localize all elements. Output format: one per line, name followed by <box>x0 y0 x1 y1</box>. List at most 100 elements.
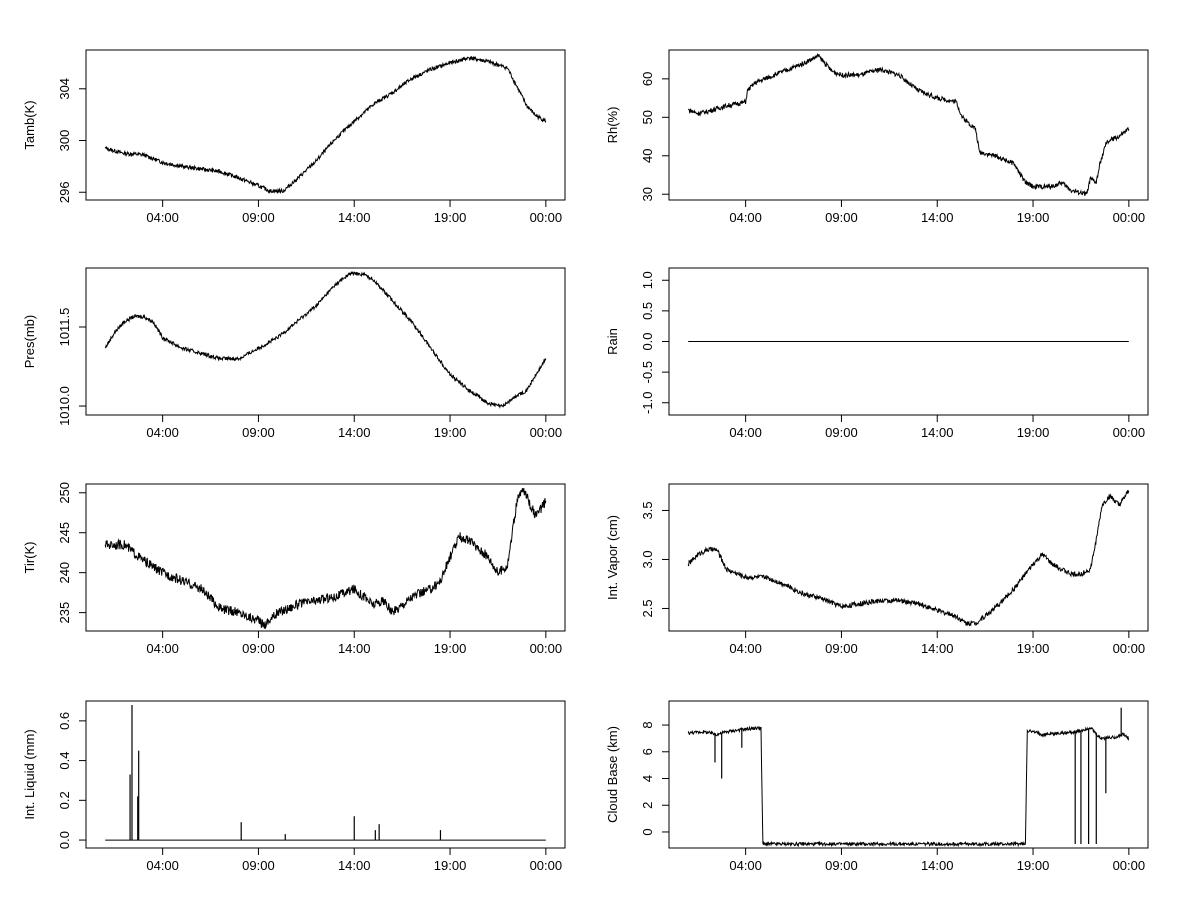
x-tick-label: 04:00 <box>146 210 179 225</box>
plot-frame <box>85 267 566 416</box>
plot-frame <box>85 700 566 849</box>
y-tick-label: -1.0 <box>640 392 655 414</box>
x-tick-label: 09:00 <box>825 425 858 440</box>
x-tick-label: 00:00 <box>530 210 563 225</box>
y-tick-label: 300 <box>57 130 72 152</box>
x-tick-label: 19:00 <box>1017 858 1050 873</box>
y-tick-label: 0.5 <box>640 302 655 320</box>
x-tick-label: 19:00 <box>1017 425 1050 440</box>
x-tick-label: 19:00 <box>1017 210 1050 225</box>
x-tick-label: 14:00 <box>338 858 371 873</box>
y-tick-label: 235 <box>57 602 72 624</box>
y-tick-label: 0.4 <box>57 752 72 770</box>
y-tick-label: 60 <box>640 72 655 86</box>
y-axis-label: Int. Liquid (mm) <box>22 729 37 819</box>
y-axis-label: Int. Vapor (cm) <box>605 515 620 600</box>
x-tick-label: 14:00 <box>921 641 954 656</box>
y-axis-label: Cloud Base (km) <box>605 726 620 823</box>
y-tick-label: 304 <box>57 78 72 100</box>
x-tick-label: 09:00 <box>242 858 275 873</box>
x-tick-label: 00:00 <box>530 641 563 656</box>
y-axis-label: Tir(K) <box>22 541 37 573</box>
x-tick-label: 19:00 <box>434 641 467 656</box>
panel-tamb-k: 04:00 09:00 14:00 19:00 00:00 296 300 304 Tamb(K… <box>22 49 566 225</box>
series-line <box>104 55 547 195</box>
x-tick-label: 14:00 <box>921 210 954 225</box>
y-tick-label: 0.2 <box>57 791 72 809</box>
y-tick-label: 0.0 <box>57 831 72 849</box>
series-line <box>687 53 1130 196</box>
y-tick-label: 4 <box>640 775 655 782</box>
y-tick-label: 2.5 <box>640 599 655 617</box>
x-tick-label: 00:00 <box>530 858 563 873</box>
y-tick-label: 6 <box>640 748 655 755</box>
y-tick-label: -0.5 <box>640 361 655 383</box>
x-tick-label: 00:00 <box>1113 641 1146 656</box>
x-tick-label: 14:00 <box>338 210 371 225</box>
series-line <box>687 489 1130 627</box>
x-tick-label: 09:00 <box>825 641 858 656</box>
plot-frame <box>668 483 1149 632</box>
panel-rain: 04:00 09:00 14:00 19:00 00:00 -1.0 -0.5 0.0 0.5 1… <box>605 267 1149 440</box>
y-tick-label: 3.0 <box>640 550 655 568</box>
x-tick-label: 19:00 <box>434 858 467 873</box>
x-tick-label: 04:00 <box>146 641 179 656</box>
x-tick-label: 04:00 <box>729 210 762 225</box>
y-axis-label: Tamb(K) <box>22 100 37 149</box>
y-tick-label: 3.5 <box>640 501 655 519</box>
y-tick-label: 1010.0 <box>57 386 72 426</box>
series-line <box>104 271 547 409</box>
y-tick-label: 1011.5 <box>57 308 72 347</box>
y-axis-label: Rh(%) <box>605 107 620 144</box>
x-tick-label: 00:00 <box>1113 210 1146 225</box>
y-tick-label: 0.0 <box>640 332 655 350</box>
series-line <box>104 487 547 630</box>
y-axis-label: Rain <box>605 328 620 355</box>
y-tick-label: 245 <box>57 522 72 544</box>
x-tick-label: 04:00 <box>729 641 762 656</box>
x-tick-label: 09:00 <box>825 858 858 873</box>
x-tick-label: 00:00 <box>1113 858 1146 873</box>
x-tick-label: 04:00 <box>729 858 762 873</box>
y-tick-label: 50 <box>640 110 655 124</box>
panel-cloud-base-km: 04:00 09:00 14:00 19:00 00:00 0 2 4 6 8 Cloud Base… <box>605 700 1149 873</box>
x-tick-label: 14:00 <box>338 641 371 656</box>
panel-int-vapor-cm: 04:00 09:00 14:00 19:00 00:00 2.5 3.0 3.5 Int. V… <box>605 483 1149 656</box>
x-tick-label: 19:00 <box>434 210 467 225</box>
x-tick-label: 14:00 <box>338 425 371 440</box>
y-axis-label: Pres(mb) <box>22 315 37 368</box>
panel-int-liquid-mm: 04:00 09:00 14:00 19:00 00:00 0.0 0.2 0.4 0.6 Int… <box>22 700 566 873</box>
x-tick-label: 09:00 <box>242 210 275 225</box>
y-tick-label: 0.6 <box>57 712 72 730</box>
y-tick-label: 8 <box>640 721 655 728</box>
plot-frame <box>85 483 566 632</box>
panel-tir-k: 04:00 09:00 14:00 19:00 00:00 235 240 245 250 Tir… <box>22 482 566 656</box>
x-tick-label: 04:00 <box>146 858 179 873</box>
series-line <box>687 725 1130 848</box>
y-tick-label: 240 <box>57 562 72 584</box>
x-tick-label: 14:00 <box>921 858 954 873</box>
x-tick-label: 14:00 <box>921 425 954 440</box>
plot-frame <box>668 49 1149 201</box>
y-tick-label: 250 <box>57 482 72 504</box>
y-tick-label: 30 <box>640 187 655 201</box>
y-tick-label: 40 <box>640 149 655 163</box>
x-tick-label: 19:00 <box>1017 641 1050 656</box>
x-tick-label: 00:00 <box>1113 425 1146 440</box>
y-tick-label: 0 <box>640 828 655 835</box>
plot-frame <box>85 49 566 201</box>
x-tick-label: 04:00 <box>729 425 762 440</box>
panel-rh: 04:00 09:00 14:00 19:00 00:00 30 40 50 60 Rh(%) <box>605 49 1149 225</box>
x-tick-label: 09:00 <box>242 641 275 656</box>
x-tick-label: 09:00 <box>242 425 275 440</box>
y-tick-label: 2 <box>640 802 655 809</box>
x-tick-label: 00:00 <box>530 425 563 440</box>
plot-frame <box>668 700 1149 849</box>
x-tick-label: 19:00 <box>434 425 467 440</box>
y-tick-label: 1.0 <box>640 271 655 289</box>
panel-pres-mb: 04:00 09:00 14:00 19:00 00:00 1010.0 1011.5 Pre… <box>22 267 566 440</box>
y-tick-label: 296 <box>57 181 72 203</box>
x-tick-label: 04:00 <box>146 425 179 440</box>
x-tick-label: 09:00 <box>825 210 858 225</box>
